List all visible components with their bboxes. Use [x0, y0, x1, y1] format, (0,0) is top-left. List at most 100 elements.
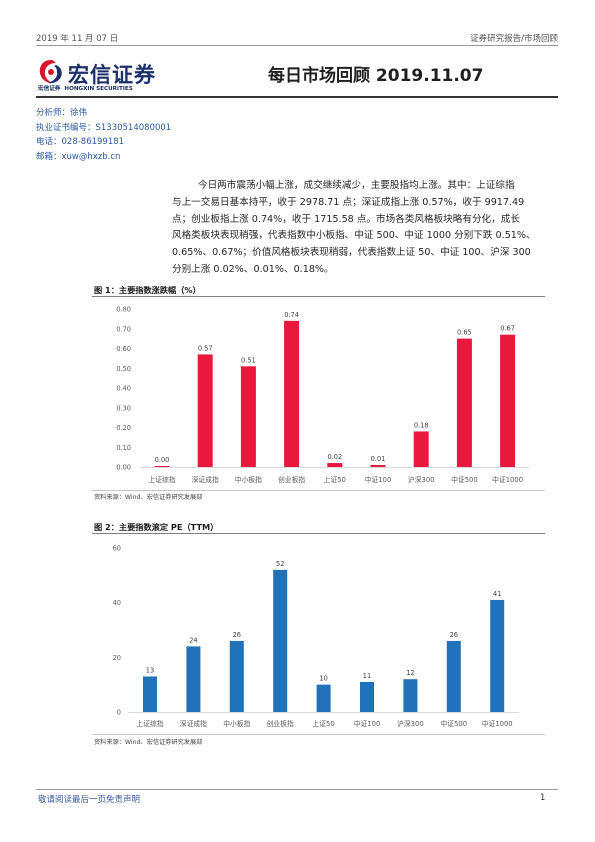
data-label: 0.01 — [371, 455, 386, 463]
analyst-email[interactable]: 邮箱：xuw@hxzb.cn — [36, 152, 121, 163]
bar — [143, 676, 157, 712]
figure-1-source: 资料来源：Wind、宏信证券研究发展部 — [94, 494, 203, 501]
data-label: 52 — [276, 560, 284, 568]
x-tick-label: 中证500 — [441, 719, 468, 728]
data-label: 26 — [450, 631, 458, 639]
x-tick-label: 上证综指 — [148, 475, 175, 484]
figure-2-top-rule — [92, 533, 545, 534]
bar — [327, 463, 343, 467]
y-tick-label: 0 — [117, 709, 121, 717]
bar — [186, 646, 201, 712]
y-tick-label: 0.10 — [116, 444, 131, 452]
x-tick-label: 深证成指 — [180, 719, 207, 728]
bar — [229, 640, 244, 712]
data-label: 0.65 — [457, 329, 472, 337]
x-tick-label: 中证1000 — [492, 475, 523, 484]
analyst-phone: 电话：028-86199181 — [36, 137, 125, 148]
report-category: 证券研究报告/市场回顾 — [470, 34, 558, 44]
data-label: 24 — [189, 636, 197, 644]
page-number: 1 — [540, 793, 546, 803]
figure-2-caption: 图 2：主要指数滚定 PE（TTM） — [94, 522, 219, 532]
analyst-certificate: 执业证书编号：S1330514080001 — [36, 122, 172, 133]
report-date: 2019 年 11 月 07 日 — [36, 34, 119, 44]
page-title: 每日市场回顾 2019.11.07 — [268, 66, 484, 86]
x-tick-label: 创业板指 — [267, 719, 294, 728]
y-tick-label: 20 — [113, 654, 121, 662]
summary-line: 与上一交易日基本持平，收于 2978.71 点；深证成指上涨 0.57%，收于 … — [172, 196, 525, 208]
data-label: 11 — [363, 672, 371, 680]
bar — [154, 466, 170, 467]
data-label: 0.51 — [241, 356, 256, 364]
data-label: 13 — [146, 666, 154, 674]
x-tick-label: 创业板指 — [278, 475, 305, 484]
x-tick-label: 中小板指 — [223, 719, 250, 728]
logo-subtitle-en: HONGXIN SECURITIES — [64, 86, 133, 92]
bar — [360, 681, 374, 712]
y-tick-label: 40 — [113, 599, 121, 607]
figure-1-bar-chart: 0.00 0.10 0.20 0.30 0.40 0.50 0.60 0.70 0.80 0.00… — [116, 306, 530, 484]
data-label: 26 — [233, 631, 241, 639]
disclaimer-note: 敬请阅读最后一页免责声明 — [38, 795, 141, 805]
figure-1-bottom-rule — [92, 490, 545, 491]
x-tick-label: 中小板指 — [235, 475, 262, 484]
y-tick-label: 0.00 — [116, 464, 131, 472]
figure-2-bar-chart: 0 20 40 60 13 上证综指 24 深证成指 26 中小板指 52 创业板指 10 上证50 11 中… — [113, 545, 519, 728]
swirl-logo-icon — [36, 57, 66, 87]
x-tick-label: 沪深300 — [408, 475, 435, 484]
summary-line: 分别上涨 0.02%、0.01%、0.18%。 — [172, 263, 334, 275]
figure-1-top-rule — [92, 296, 545, 297]
data-label: 41 — [493, 590, 501, 598]
x-tick-label: 中证100 — [354, 719, 381, 728]
analyst-info: 分析师：徐伟 执业证书编号：S1330514080001 电话：028-8619… — [36, 106, 171, 165]
x-tick-label: 中证1000 — [482, 719, 513, 728]
y-tick-label: 60 — [113, 545, 121, 553]
y-tick-label: 0.30 — [116, 404, 131, 412]
bar — [370, 465, 386, 467]
x-tick-label: 沪深300 — [397, 719, 424, 728]
y-tick-label: 0.80 — [116, 306, 131, 314]
header-divider — [36, 45, 558, 46]
data-label: 10 — [319, 675, 327, 683]
bar — [490, 599, 505, 712]
bar — [273, 569, 288, 712]
bar — [316, 684, 331, 712]
bar — [446, 640, 461, 712]
figure-1-caption: 图 1：主要指数涨跌幅（%） — [94, 285, 201, 295]
analyst-name: 分析师：徐伟 — [36, 108, 88, 118]
summary-line: 今日两市震荡小幅上涨，成交继续减少，主要股指均上涨。其中：上证综指 — [198, 180, 515, 191]
data-label: 0.67 — [500, 325, 515, 333]
x-tick-label: 中证500 — [451, 475, 478, 484]
bar — [197, 354, 213, 467]
bar — [403, 679, 418, 712]
y-tick-label: 0.50 — [116, 365, 131, 373]
data-label: 0.74 — [284, 311, 299, 319]
bar — [240, 366, 256, 467]
logo-wordmark: 宏信证券 — [68, 63, 156, 87]
data-label: 0.02 — [327, 453, 342, 461]
x-tick-label: 上证综指 — [136, 719, 163, 728]
bar — [456, 338, 472, 467]
bar — [284, 320, 300, 467]
logo-subtitle: 宏信证券 HONGXIN SECURITIES — [38, 84, 133, 92]
x-tick-label: 中证100 — [365, 475, 392, 484]
y-tick-label: 0.70 — [116, 325, 131, 333]
footer-divider — [36, 789, 558, 790]
bar — [500, 334, 516, 467]
summary-line: 点；创业板指上涨 0.74%，收于 1715.58 点。市场各类风格板块略有分化… — [172, 213, 520, 225]
y-tick-label: 0.40 — [116, 385, 131, 393]
title-divider — [36, 96, 558, 98]
market-summary: 今日两市震荡小幅上涨，成交继续减少，主要股指均上涨。其中：上证综指 与上一交易日… — [172, 178, 544, 279]
data-label: 12 — [406, 669, 414, 677]
y-tick-label: 0.60 — [116, 345, 131, 353]
x-tick-label: 上证50 — [324, 475, 346, 484]
data-label: 0.57 — [198, 344, 213, 352]
x-tick-label: 深证成指 — [192, 475, 219, 484]
y-tick-label: 0.20 — [116, 424, 131, 432]
logo-subtitle-cn: 宏信证券 — [38, 86, 61, 92]
summary-line: 0.65%、0.67%；价值风格板块表现稍弱，代表指数上证 50、中证 100、… — [172, 247, 531, 259]
data-label: 0.18 — [414, 421, 429, 429]
figure-2-source: 资料来源：Wind、宏信证券研究发展部 — [94, 739, 203, 746]
bar — [413, 431, 429, 467]
figure-2-bottom-rule — [92, 734, 545, 735]
x-tick-label: 上证50 — [312, 719, 334, 728]
